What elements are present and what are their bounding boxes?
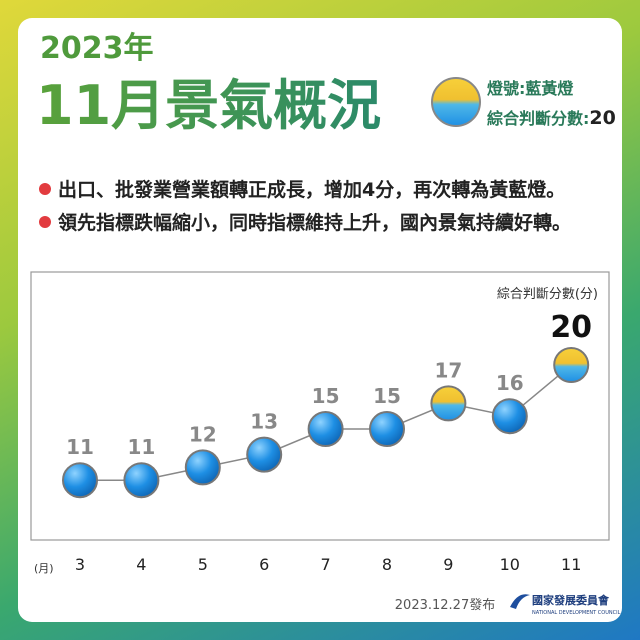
x-tick-label: 3 bbox=[75, 555, 85, 574]
score-value: 20 bbox=[589, 107, 615, 129]
x-tick-label: 4 bbox=[136, 555, 146, 574]
bullet: 出口、批發業營業額轉正成長，增加4分，再次轉為黃藍燈。 bbox=[58, 178, 565, 201]
x-tick-label: 8 bbox=[382, 555, 392, 574]
value-label: 11 bbox=[66, 435, 94, 459]
date: 2023.12.27發布 bbox=[395, 598, 495, 613]
x-tick-label: 10 bbox=[500, 555, 520, 574]
point bbox=[307, 411, 344, 447]
value-label: 12 bbox=[189, 422, 217, 446]
point bbox=[62, 462, 98, 499]
x-tick-label: 5 bbox=[198, 555, 208, 574]
logo bbox=[510, 594, 530, 609]
point bbox=[491, 398, 528, 435]
score: 綜合判斷分數:20 bbox=[487, 107, 616, 129]
panel bbox=[18, 18, 622, 622]
x-label: (月) bbox=[34, 562, 54, 575]
point bbox=[123, 462, 160, 499]
title: 11月景氣概況 bbox=[36, 74, 381, 137]
point bbox=[553, 347, 590, 383]
value-label: 13 bbox=[250, 410, 278, 434]
value-label: 11 bbox=[127, 435, 155, 459]
x-tick-label: 6 bbox=[259, 555, 269, 574]
signal: 燈號:藍黃燈 bbox=[487, 79, 574, 98]
x-tick-label: 7 bbox=[321, 555, 331, 574]
chart-frame bbox=[30, 271, 610, 541]
point bbox=[184, 449, 221, 486]
value-label: 15 bbox=[312, 384, 340, 408]
value-label: 16 bbox=[496, 371, 524, 395]
point bbox=[369, 411, 405, 447]
x-tick-label: 9 bbox=[443, 555, 453, 574]
x-tick-label: 11 bbox=[561, 555, 581, 574]
score-label: 綜合判斷分數: bbox=[487, 109, 589, 128]
value-label: 17 bbox=[434, 358, 462, 382]
point bbox=[430, 385, 467, 422]
value-label: 20 bbox=[550, 310, 592, 345]
bullet-dot bbox=[39, 216, 51, 228]
signal-icon bbox=[431, 77, 481, 127]
org-en: NATIONAL DEVELOPMENT COUNCIL bbox=[532, 610, 621, 616]
bullet-dot bbox=[39, 183, 51, 195]
y-label: 綜合判斷分數(分) bbox=[497, 287, 598, 302]
org: 國家發展委員會 bbox=[532, 593, 610, 607]
bullet: 領先指標跌幅縮小，同時指標維持上升，國內景氣持續好轉。 bbox=[58, 211, 571, 234]
year: 2023年 bbox=[40, 31, 154, 66]
point bbox=[246, 436, 283, 473]
value-label: 15 bbox=[373, 384, 401, 408]
